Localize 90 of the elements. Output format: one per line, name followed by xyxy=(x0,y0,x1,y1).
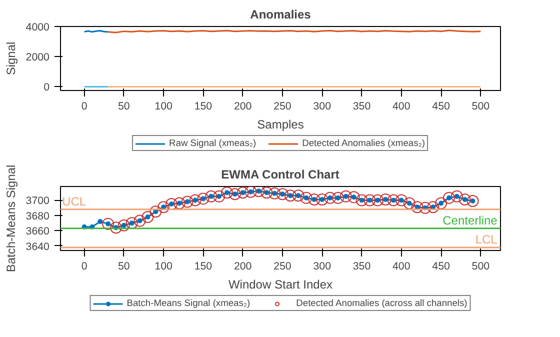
x-tick-label: 200 xyxy=(234,100,252,112)
point xyxy=(284,190,296,202)
point xyxy=(300,192,312,204)
point xyxy=(466,194,479,207)
x-tick-label: 250 xyxy=(274,260,292,272)
point xyxy=(252,186,265,198)
x-tick-label: 100 xyxy=(154,260,173,272)
point xyxy=(387,194,400,206)
point xyxy=(220,186,233,199)
x-tick-label: 250 xyxy=(274,100,292,112)
point xyxy=(458,193,471,206)
point xyxy=(419,202,432,214)
y-tick-label: 3660 xyxy=(26,226,50,238)
point xyxy=(110,222,122,234)
point xyxy=(244,186,257,198)
ref-line-label: Centerline xyxy=(442,213,498,228)
x-tick-label: 450 xyxy=(432,100,450,112)
x-tick-label: 300 xyxy=(313,260,332,272)
point xyxy=(292,190,304,202)
point xyxy=(442,192,455,204)
point xyxy=(165,198,178,210)
point xyxy=(348,191,360,204)
point xyxy=(228,188,241,200)
point xyxy=(372,194,384,206)
legend-label: Raw Signal (xmeas₂) xyxy=(169,138,256,148)
point xyxy=(205,190,218,202)
x-tick-label: 400 xyxy=(392,260,410,272)
x-tick-label: 500 xyxy=(472,100,490,112)
ref-line-label: UCL xyxy=(62,194,86,208)
point xyxy=(332,192,344,204)
point xyxy=(340,190,352,202)
x-tick-label: 0 xyxy=(81,100,88,112)
point xyxy=(427,201,440,214)
ref-line-label: LCL xyxy=(475,232,498,246)
x-tick-label: 500 xyxy=(472,260,490,272)
legend-label: Detected Anomalies (across all channels) xyxy=(296,298,468,308)
point xyxy=(197,192,210,205)
x-tick-label: 100 xyxy=(154,100,173,112)
point xyxy=(150,206,162,218)
point xyxy=(142,210,154,223)
legend-label: Detected Anomalies (xmeas₂) xyxy=(302,138,425,148)
x-axis-title: Window Start Index xyxy=(228,278,333,292)
point xyxy=(380,193,392,206)
x-tick-label: 150 xyxy=(194,260,212,272)
point xyxy=(411,201,424,214)
point xyxy=(324,192,336,204)
x-tick-label: 350 xyxy=(352,100,371,112)
x-tick-label: 350 xyxy=(352,260,371,272)
point xyxy=(236,186,249,199)
point xyxy=(102,218,114,230)
point xyxy=(189,194,202,206)
point xyxy=(181,196,194,208)
point xyxy=(268,187,281,200)
x-tick-label: 50 xyxy=(118,260,130,272)
point xyxy=(173,197,186,210)
point xyxy=(308,193,320,206)
point xyxy=(450,190,463,202)
x-tick-label: 400 xyxy=(392,100,410,112)
point xyxy=(158,201,170,214)
y-tick-label: 4000 xyxy=(26,22,50,34)
point xyxy=(403,197,416,210)
y-tick-label: 3680 xyxy=(26,210,50,222)
point xyxy=(276,188,288,200)
y-tick-label: 3700 xyxy=(26,195,50,208)
y-tick-label: 0 xyxy=(44,82,50,94)
y-axis-title: Batch-Means Signal xyxy=(4,164,18,272)
x-tick-label: 0 xyxy=(81,260,88,272)
x-axis-title: Samples xyxy=(257,118,304,132)
point xyxy=(260,186,273,199)
y-tick-label: 3640 xyxy=(26,240,50,253)
point xyxy=(435,197,448,210)
point xyxy=(134,214,146,227)
point xyxy=(118,219,130,232)
point xyxy=(364,194,376,206)
point xyxy=(356,194,368,206)
y-tick-label: 2000 xyxy=(26,52,50,64)
point xyxy=(213,190,226,202)
chart-title: EWMA Control Chart xyxy=(221,168,340,182)
x-tick-label: 300 xyxy=(313,100,332,112)
x-tick-label: 150 xyxy=(194,100,212,112)
point xyxy=(395,194,408,206)
x-tick-label: 200 xyxy=(234,260,252,272)
y-axis-title: Signal xyxy=(4,42,18,76)
legend-label: Batch-Means Signal (xmeas₂) xyxy=(126,298,250,308)
point xyxy=(98,219,103,224)
x-tick-label: 450 xyxy=(432,260,450,272)
x-tick-label: 50 xyxy=(118,100,130,112)
point xyxy=(316,193,328,206)
point xyxy=(126,217,138,230)
chart-title: Anomalies xyxy=(250,8,312,22)
